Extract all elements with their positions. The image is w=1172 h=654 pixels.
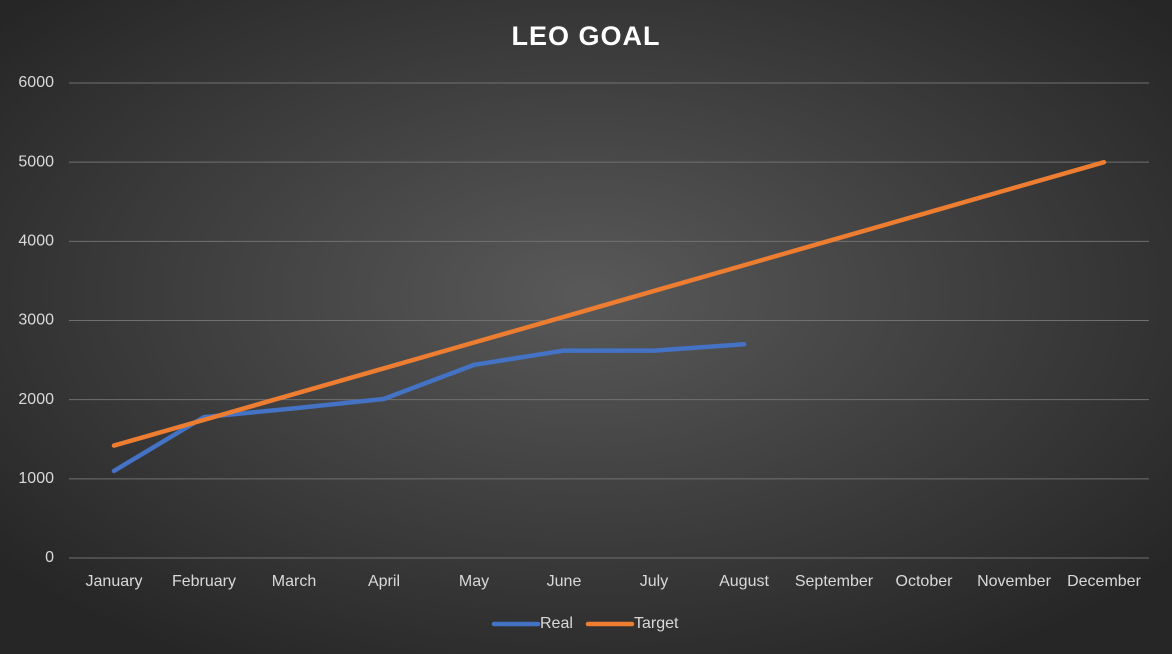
- chart-title: LEO GOAL: [512, 21, 661, 51]
- x-tick-label: September: [795, 573, 874, 590]
- y-tick-label: 1000: [18, 470, 54, 487]
- x-tick-label: March: [272, 573, 316, 590]
- x-tick-label: July: [640, 573, 668, 590]
- x-tick-label: December: [1067, 573, 1141, 590]
- x-tick-label: June: [547, 573, 582, 590]
- y-tick-label: 0: [45, 549, 54, 566]
- series-line: [111, 159, 1107, 448]
- x-tick-label: October: [896, 573, 954, 590]
- x-tick-label: November: [977, 573, 1051, 590]
- x-tick-label: January: [86, 573, 143, 590]
- legend-label: Real: [540, 615, 573, 632]
- x-tick-label: August: [719, 573, 769, 590]
- x-tick-label: May: [459, 573, 489, 590]
- y-tick-label: 4000: [18, 233, 54, 250]
- y-tick-label: 6000: [18, 74, 54, 91]
- y-tick-label: 5000: [18, 153, 54, 170]
- y-tick-label: 3000: [18, 312, 54, 329]
- legend-label: Target: [634, 615, 679, 632]
- x-tick-label: April: [368, 573, 400, 590]
- y-tick-label: 2000: [18, 391, 54, 408]
- x-tick-label: February: [172, 573, 236, 590]
